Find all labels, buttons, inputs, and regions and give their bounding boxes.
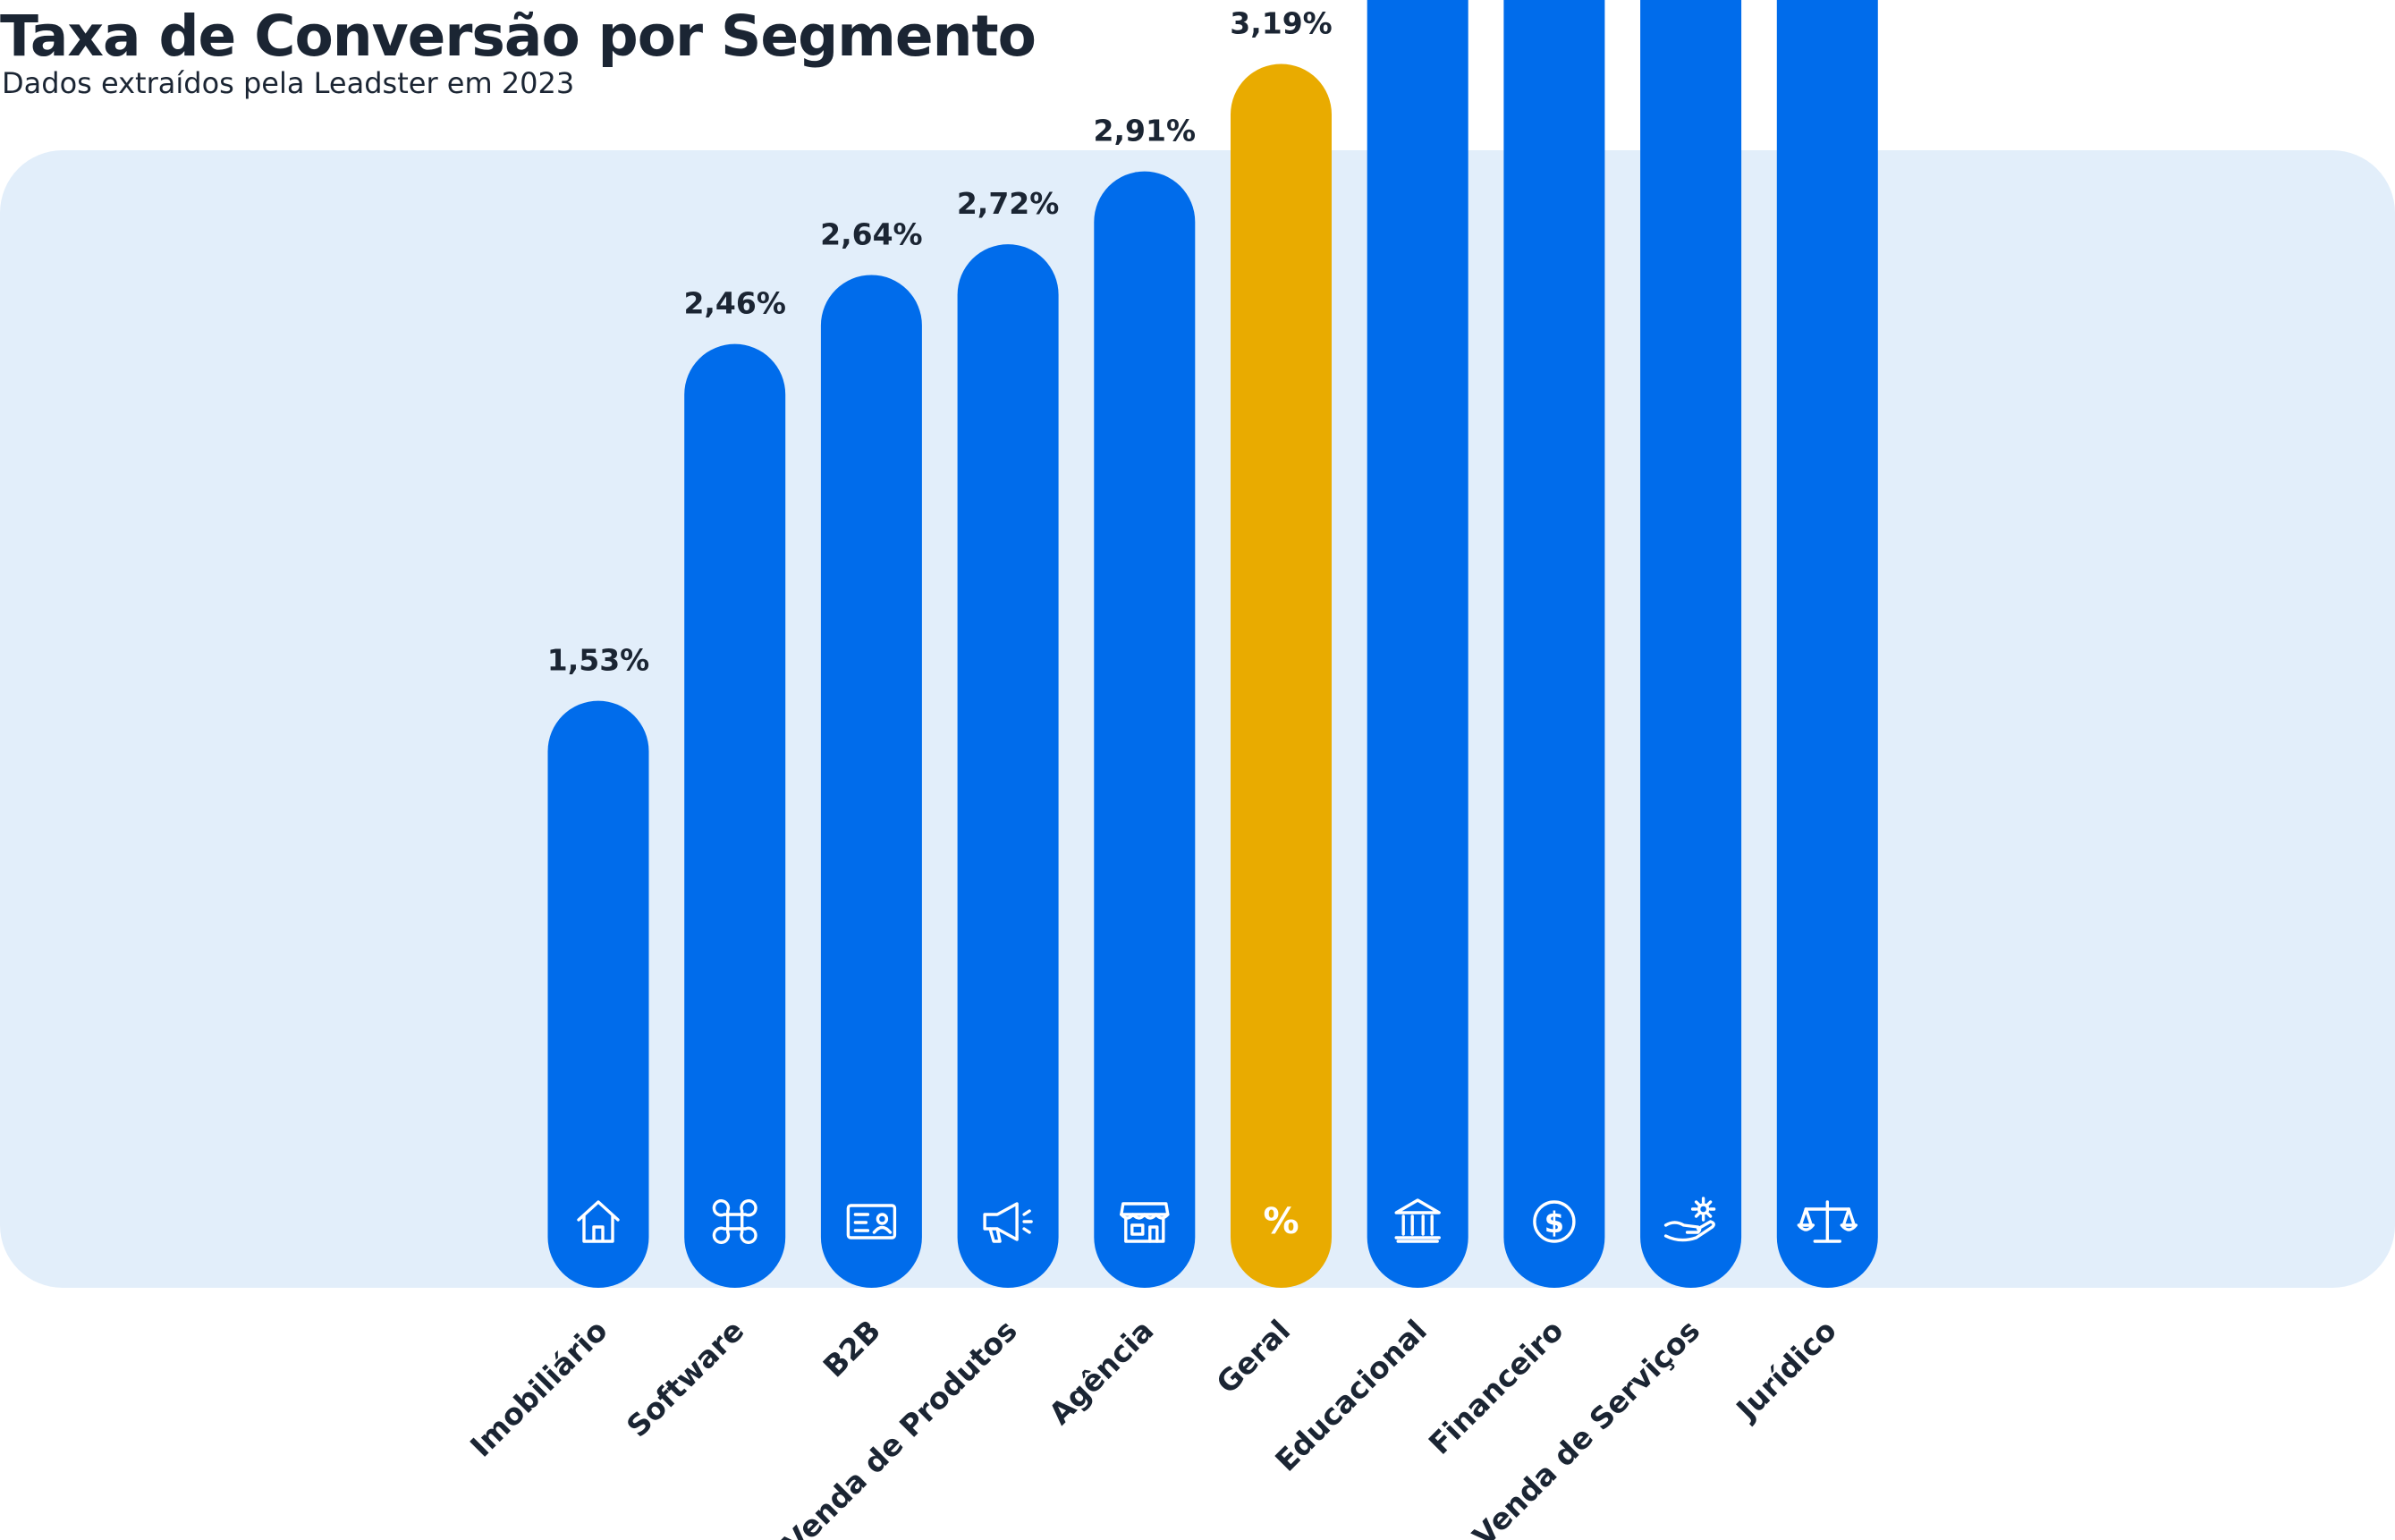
bar-5	[1231, 63, 1332, 1289]
dollar-coin-icon: $	[1533, 1200, 1576, 1243]
chart-title: Taxa de Conversão por Segmento	[0, 4, 1037, 69]
category-label-1: Software	[620, 1313, 750, 1443]
command-icon	[712, 1199, 757, 1244]
bar-7	[1503, 0, 1605, 1288]
bar-9	[1776, 0, 1878, 1288]
bar-8	[1640, 0, 1742, 1288]
bar-3	[957, 244, 1059, 1288]
store-icon	[1120, 1202, 1170, 1243]
percent-icon: %	[1263, 1201, 1299, 1242]
value-label-2: 2,64%	[820, 216, 923, 251]
bar-0	[547, 700, 649, 1288]
bar-4	[1094, 171, 1196, 1289]
chart-panel	[0, 150, 2395, 1288]
hand-service-icon	[1663, 1197, 1716, 1242]
id-card-icon	[846, 1204, 897, 1240]
category-label-9: Jurídico	[1729, 1313, 1843, 1427]
bar-2	[820, 275, 922, 1289]
chart-subtitle: Dados extraídos pela Leadster em 2023	[2, 66, 575, 100]
bar-6	[1367, 0, 1468, 1288]
category-label-2: B2B	[817, 1313, 887, 1383]
category-label-0: Imobiliário	[463, 1313, 614, 1464]
category-label-3: Venda de Produtos	[776, 1313, 1024, 1540]
value-label-0: 1,53%	[547, 643, 650, 678]
svg-text:$: $	[1544, 1206, 1564, 1240]
value-label-1: 2,46%	[683, 286, 786, 321]
scales-icon	[1797, 1200, 1858, 1243]
institution-icon	[1394, 1198, 1441, 1243]
megaphone-icon	[983, 1202, 1033, 1243]
category-label-4: Agência	[1042, 1313, 1160, 1431]
value-label-5: 3,19%	[1230, 5, 1333, 40]
bar-1	[684, 343, 786, 1288]
house-icon	[577, 1200, 620, 1243]
category-label-5: Geral	[1209, 1313, 1297, 1400]
category-label-8: Venda de Serviços	[1466, 1313, 1706, 1540]
value-label-4: 2,91%	[1094, 114, 1197, 148]
svg-text:%: %	[1263, 1201, 1299, 1242]
category-label-7: Financeiro	[1422, 1313, 1570, 1461]
value-label-3: 2,72%	[957, 186, 1060, 221]
